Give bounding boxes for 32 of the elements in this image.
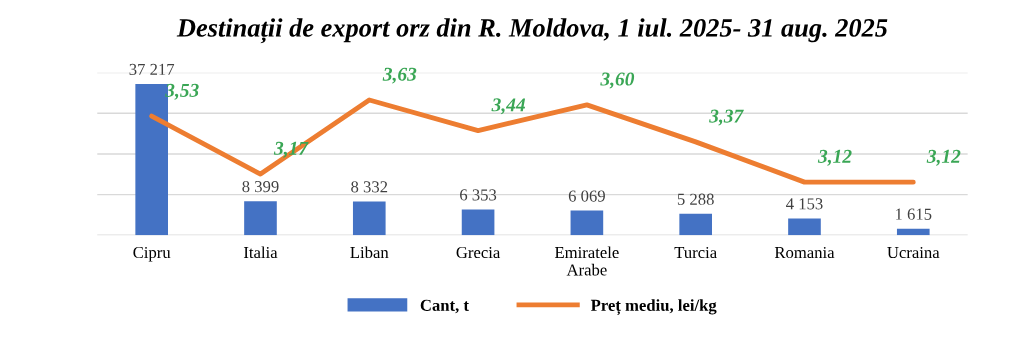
bar xyxy=(896,228,930,236)
data-label: 3,44 xyxy=(491,98,526,115)
x-tick-label: Grecia xyxy=(456,246,501,259)
data-label: 37 217 xyxy=(129,63,175,76)
x-tick-label: Romania xyxy=(774,246,835,259)
bar xyxy=(461,209,495,236)
chart-title: Destinații de export orz din R. Moldova, 1 iul. 2025- 31 aug. 2025 xyxy=(176,18,888,44)
legend-label: Cant, t xyxy=(420,299,469,314)
x-tick-label: Cipru xyxy=(133,246,171,262)
data-label: 6 353 xyxy=(460,189,497,201)
bar xyxy=(570,210,604,236)
data-label: 8 332 xyxy=(351,181,388,193)
data-label: 6 069 xyxy=(568,190,605,202)
bar xyxy=(788,218,821,236)
x-tick-label: Italia xyxy=(243,246,278,259)
data-label: 3,60 xyxy=(600,72,635,89)
data-label: 3,63 xyxy=(382,67,417,84)
x-tick-label: Ucraina xyxy=(887,246,940,259)
x-tick-label: Liban xyxy=(350,246,389,259)
data-label: 3,37 xyxy=(709,109,744,126)
bar xyxy=(679,213,712,236)
data-label: 5 288 xyxy=(677,193,714,205)
legend-label: Preț mediu, lei/kg xyxy=(590,299,717,315)
data-label: 3,12 xyxy=(817,149,852,166)
x-tick-label: Emiratele Arabe xyxy=(554,246,619,276)
bar xyxy=(352,201,386,236)
data-label: 4 153 xyxy=(786,198,823,210)
data-label: 8 399 xyxy=(242,180,279,193)
x-tick-label: Turcia xyxy=(674,246,717,259)
data-label: 3,12 xyxy=(926,149,961,166)
bar xyxy=(244,201,277,236)
data-label: 1 615 xyxy=(896,208,932,220)
